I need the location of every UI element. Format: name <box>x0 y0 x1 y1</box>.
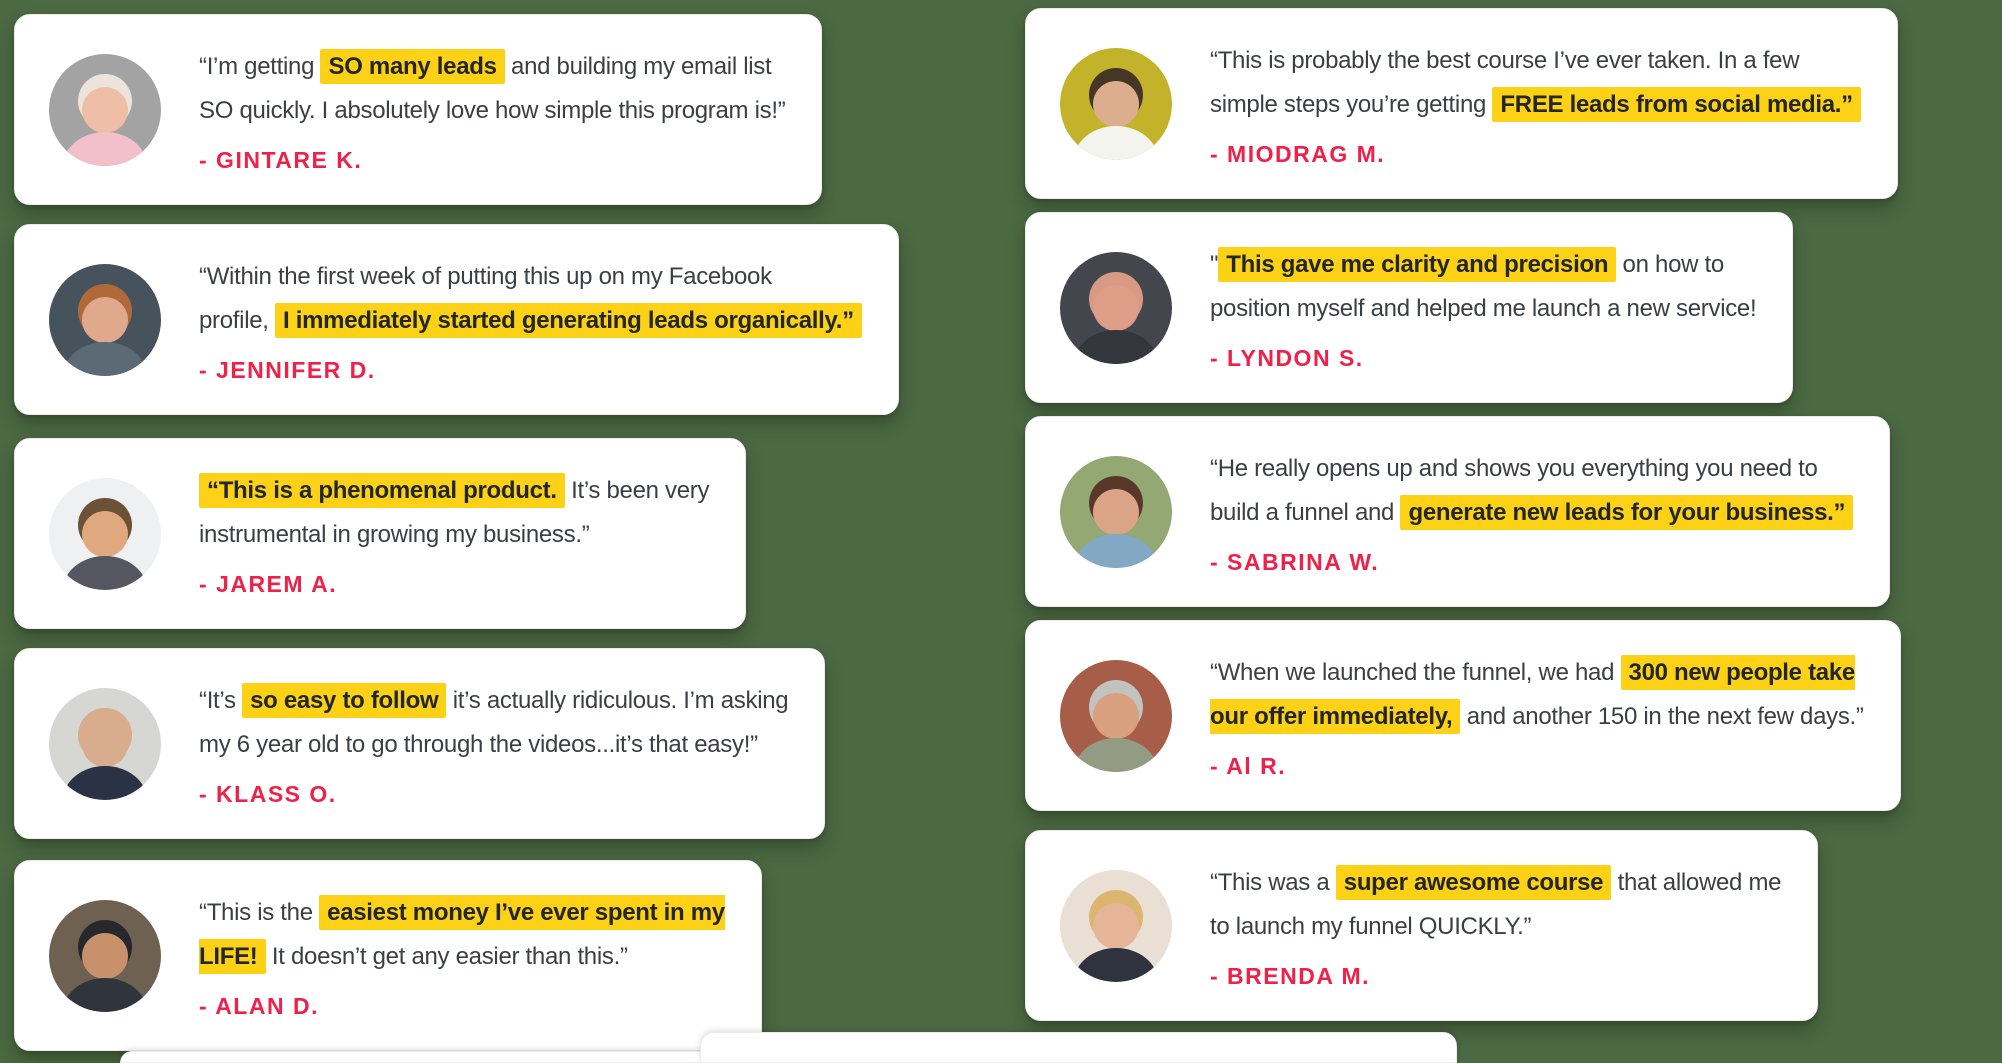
quote-highlight: FREE leads from social media.” <box>1492 87 1861 122</box>
quote-highlight: “This is a phenomenal product. <box>199 473 565 508</box>
partial-card-next-row-left <box>120 1051 722 1063</box>
attribution-brenda: - BRENDA M. <box>1210 963 1371 989</box>
quote-al: “When we launched the funnel, we had 300… <box>1210 651 1864 739</box>
quote-text: “I’m getting <box>199 53 321 80</box>
quote-jarem: “This is a phenomenal product. It’s been… <box>199 469 710 557</box>
quote-text: “When we launched the funnel, we had <box>1210 659 1621 686</box>
quote-highlight: so easy to follow <box>242 683 447 718</box>
quote-text: and another 150 in the next few days.” <box>1460 703 1864 730</box>
quote-text: on how to position myself and helped me … <box>1210 251 1757 322</box>
quote-klass: “It’s so easy to follow it’s actually ri… <box>199 679 789 767</box>
quote-text: " <box>1210 251 1219 278</box>
attribution-lyndon: - LYNDON S. <box>1210 345 1364 371</box>
attribution-gintare: - GINTARE K. <box>199 147 363 173</box>
testimonial-card-jennifer: “Within the first week of putting this u… <box>14 224 899 415</box>
quote-text: It’s been very instrumental in growing m… <box>199 477 710 548</box>
avatar-photo-brenda <box>1060 869 1172 982</box>
quote-highlight: SO many leads <box>320 49 505 84</box>
testimonial-card-miodrag: “This is probably the best course I’ve e… <box>1025 8 1898 199</box>
quote-text: “This is the <box>199 899 320 926</box>
avatar-photo-jennifer <box>49 263 161 376</box>
quote-miodrag: “This is probably the best course I’ve e… <box>1210 39 1861 127</box>
testimonial-card-sabrina: “He really opens up and shows you everyt… <box>1025 416 1891 607</box>
attribution-sabrina: - SABRINA W. <box>1210 549 1380 575</box>
attribution-jennifer: - JENNIFER D. <box>199 357 376 383</box>
avatar-photo-miodrag <box>1060 47 1172 160</box>
avatar-photo-alan <box>49 899 161 1012</box>
partial-card-next-row-right <box>700 1032 1457 1063</box>
quote-text: that allowed me to launch my funnel QUIC… <box>1210 869 1782 940</box>
avatar-photo-gintare <box>49 53 161 166</box>
testimonial-card-brenda: “This was a super awesome course that al… <box>1025 830 1819 1021</box>
quote-text: “It’s <box>199 687 243 714</box>
testimonial-card-lyndon: " This gave me clarity and precision on h… <box>1025 212 1794 403</box>
testimonial-card-klass: “It’s so easy to follow it’s actually ri… <box>14 648 826 839</box>
quote-text: “This was a <box>1210 869 1336 896</box>
testimonial-card-al: “When we launched the funnel, we had 300… <box>1025 620 1901 811</box>
quote-highlight: This gave me clarity and precision <box>1218 247 1617 282</box>
quote-highlight: generate new leads for your business.” <box>1400 495 1854 530</box>
quote-text: “This is probably the best course I’ve e… <box>1210 47 1800 118</box>
testimonial-card-alan: “This is the easiest money I’ve ever spe… <box>14 860 762 1051</box>
attribution-miodrag: - MIODRAG M. <box>1210 141 1386 167</box>
attribution-jarem: - JAREM A. <box>199 571 338 597</box>
testimonial-card-jarem: “This is a phenomenal product. It’s been… <box>14 438 747 629</box>
avatar-photo-jarem <box>49 477 161 590</box>
quote-text: “Within the first week of putting this u… <box>199 263 772 334</box>
attribution-al: - Al R. <box>1210 753 1287 779</box>
quote-text: and building my email list SO quickly. I… <box>199 53 786 124</box>
quote-text: it’s actually ridiculous. I’m asking my … <box>199 687 789 758</box>
quote-highlight: super awesome course <box>1335 865 1612 900</box>
quote-lyndon: " This gave me clarity and precision on h… <box>1210 243 1757 331</box>
avatar-photo-al <box>1060 659 1172 772</box>
quote-text: “He really opens up and shows you everyt… <box>1210 455 1818 526</box>
testimonial-card-gintare: “I’m getting SO many leads and building … <box>14 14 823 205</box>
quote-sabrina: “He really opens up and shows you everyt… <box>1210 447 1854 535</box>
attribution-klass: - KLASS O. <box>199 781 337 807</box>
avatar-photo-sabrina <box>1060 455 1172 568</box>
quote-jennifer: “Within the first week of putting this u… <box>199 255 862 343</box>
avatar-photo-klass <box>49 687 161 800</box>
quote-gintare: “I’m getting SO many leads and building … <box>199 45 786 133</box>
quote-alan: “This is the easiest money I’ve ever spe… <box>199 891 725 979</box>
quote-highlight: I immediately started generating leads o… <box>275 303 862 338</box>
quote-brenda: “This was a super awesome course that al… <box>1210 861 1782 949</box>
avatar-photo-lyndon <box>1060 251 1172 364</box>
attribution-alan: - ALAN D. <box>199 993 319 1019</box>
quote-text: It doesn’t get any easier than this.” <box>265 943 628 970</box>
